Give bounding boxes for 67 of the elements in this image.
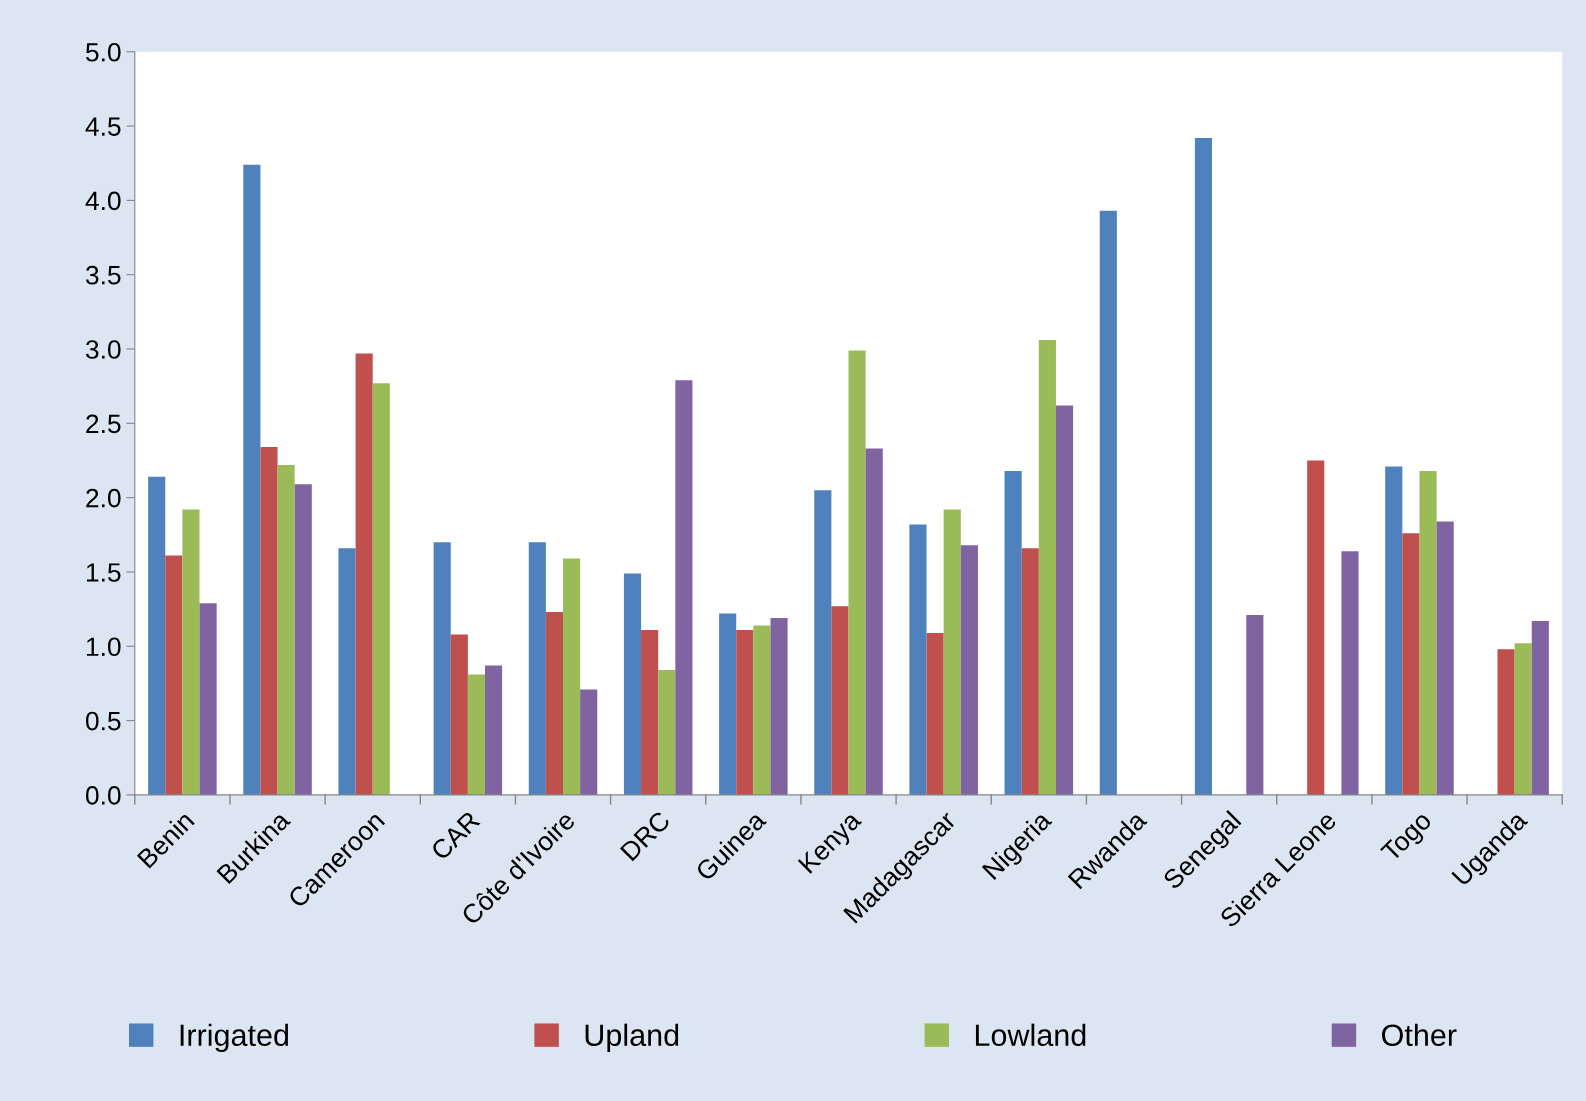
bar <box>675 380 693 795</box>
bar <box>545 612 564 795</box>
bar <box>1307 460 1325 795</box>
bar <box>1055 405 1074 795</box>
y-tick-label: 3.5 <box>85 265 121 285</box>
bar <box>294 484 312 795</box>
y-tick-label: 2.0 <box>86 488 121 508</box>
bar <box>182 509 200 795</box>
y-tick-label: 1.0 <box>86 637 121 657</box>
y-tick-label: 0.0 <box>85 786 121 805</box>
bar <box>372 383 390 795</box>
bar <box>148 476 166 795</box>
bar <box>243 164 261 795</box>
bar <box>580 689 598 795</box>
bar <box>1514 643 1532 795</box>
bar <box>1497 649 1515 795</box>
legend-label: Upland <box>585 1023 679 1053</box>
bar <box>623 573 642 795</box>
bar <box>1038 340 1056 795</box>
bar <box>355 353 373 795</box>
y-tick-label: 5.0 <box>85 42 121 62</box>
bar <box>450 634 468 795</box>
legend-label: Other <box>1382 1023 1457 1047</box>
bar <box>485 665 503 795</box>
y-tick-label: 3.0 <box>85 340 121 359</box>
bar <box>926 632 944 795</box>
bar <box>1004 470 1022 795</box>
bar <box>563 558 581 795</box>
bar <box>1341 551 1359 795</box>
bar <box>199 603 217 795</box>
bar <box>277 464 295 795</box>
bar <box>943 509 961 795</box>
bar <box>467 674 485 795</box>
bar <box>1021 548 1039 795</box>
bar <box>865 448 883 795</box>
bar <box>814 490 832 795</box>
bar <box>719 613 737 795</box>
y-tick-label: 0.5 <box>85 711 121 731</box>
bar <box>260 447 278 795</box>
legend-label: Irrigated <box>180 1023 288 1053</box>
bar <box>1436 521 1454 795</box>
bar <box>960 545 978 795</box>
x-tick-label: Togo <box>1380 810 1437 867</box>
bar <box>770 618 788 795</box>
bar <box>1385 466 1403 795</box>
bar <box>641 629 659 795</box>
y-tick-label: 4.0 <box>85 191 121 211</box>
bar <box>165 555 183 795</box>
bar <box>831 606 849 795</box>
bar <box>1531 621 1549 795</box>
bar <box>658 670 676 795</box>
bar <box>1246 615 1264 795</box>
bar <box>433 542 451 795</box>
bar <box>736 629 754 795</box>
bar <box>848 350 866 795</box>
bar <box>528 542 546 795</box>
bar <box>1419 470 1437 795</box>
bar <box>1194 137 1213 795</box>
bar <box>1099 210 1117 795</box>
y-tick-label: 1.5 <box>86 563 121 582</box>
legend-label: Lowland <box>975 1023 1086 1047</box>
y-tick-label: 4.5 <box>85 117 121 136</box>
bar <box>1402 533 1420 795</box>
bar <box>909 524 927 795</box>
y-tick-label: 2.5 <box>86 414 121 434</box>
bar <box>753 625 771 795</box>
bar <box>338 548 356 795</box>
